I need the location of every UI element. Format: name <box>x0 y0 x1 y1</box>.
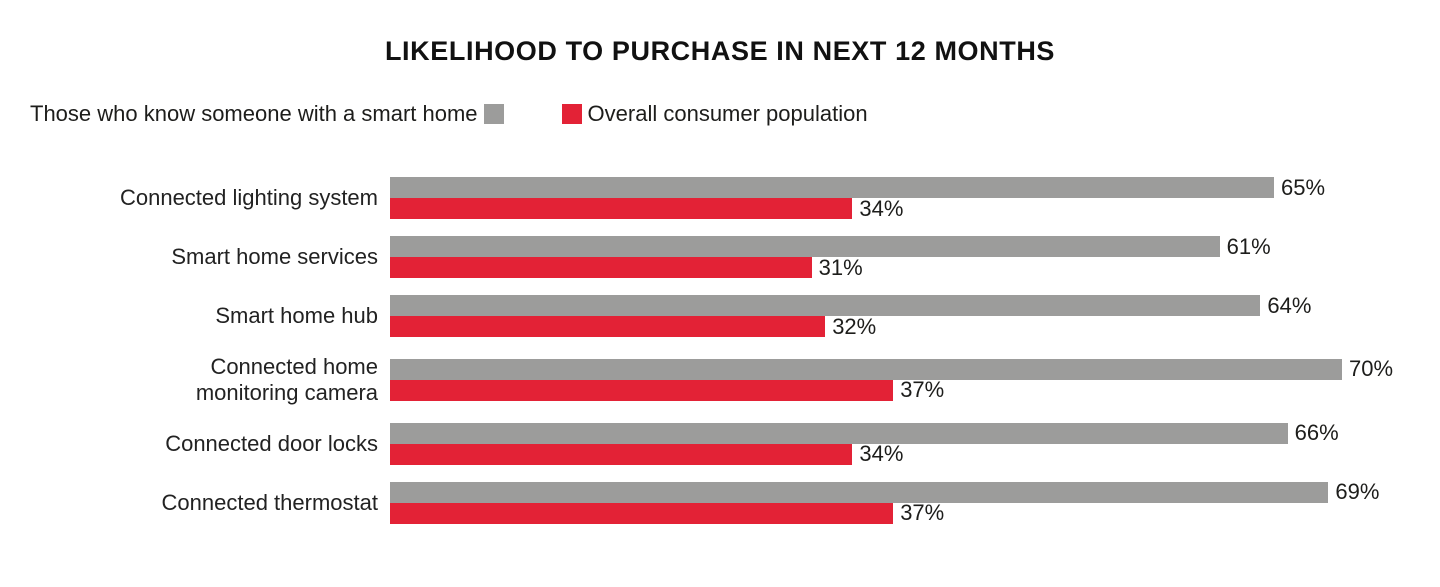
value-label-overall: 34% <box>859 195 904 221</box>
bar-overall <box>390 502 894 524</box>
chart-row: Connected door locks 66% 34% <box>0 420 1440 467</box>
bar-group: 70% 37% <box>390 356 1440 403</box>
legend-label-overall: Overall consumer population <box>587 101 868 126</box>
legend-swatch-gray <box>483 104 504 124</box>
bar-overall <box>390 379 894 401</box>
bar-line-overall: 32% <box>390 313 1440 339</box>
category-label: Connected thermostat <box>161 489 378 515</box>
bar-group: 65% 34% <box>390 174 1440 221</box>
bar-line-overall: 31% <box>390 254 1440 280</box>
bar-group: 69% 37% <box>390 479 1440 526</box>
legend-swatch-red <box>561 104 582 124</box>
bar-line-overall: 37% <box>390 500 1440 526</box>
legend: Those who know someone with a smart home… <box>30 101 1440 127</box>
bar-know-someone <box>390 295 1261 316</box>
bar-line-know-someone: 69% <box>390 479 1440 505</box>
legend-item-overall: Overall consumer population <box>561 101 868 127</box>
chart-title: LIKELIHOOD TO PURCHASE IN NEXT 12 MONTHS <box>384 36 1056 66</box>
bar-know-someone <box>390 358 1342 380</box>
bar-overall <box>390 316 826 337</box>
chart-row: Connected home monitoring camera 70% 37% <box>0 354 1440 406</box>
bar-line-know-someone: 64% <box>390 292 1440 318</box>
value-label-overall: 37% <box>900 377 945 403</box>
bar-overall <box>390 198 853 219</box>
bar-overall <box>390 257 812 278</box>
bar-line-know-someone: 70% <box>390 356 1440 382</box>
value-label-know-someone: 66% <box>1294 420 1339 446</box>
value-label-know-someone: 61% <box>1226 233 1271 259</box>
bar-group: 66% 34% <box>390 420 1440 467</box>
chart-row: Smart home services 61% 31% <box>0 233 1440 280</box>
bar-line-overall: 37% <box>390 377 1440 403</box>
value-label-overall: 31% <box>818 254 863 280</box>
value-label-overall: 37% <box>900 500 945 526</box>
category-label: Smart home hub <box>215 303 378 329</box>
value-label-overall: 34% <box>859 441 904 467</box>
bar-line-know-someone: 65% <box>390 174 1440 200</box>
value-label-know-someone: 64% <box>1267 292 1312 318</box>
category-label: Connected home monitoring camera <box>195 354 378 405</box>
category-label: Connected door locks <box>165 430 378 456</box>
bar-group: 64% 32% <box>390 292 1440 339</box>
value-label-know-someone: 70% <box>1349 356 1394 382</box>
bar-line-overall: 34% <box>390 195 1440 221</box>
value-label-overall: 32% <box>832 313 877 339</box>
chart-rows: Connected lighting system 65% 34% Smart … <box>0 174 1440 526</box>
bar-line-know-someone: 66% <box>390 420 1440 446</box>
bar-know-someone <box>390 422 1288 444</box>
bar-know-someone <box>390 236 1220 257</box>
bar-know-someone <box>390 177 1274 198</box>
category-label: Smart home services <box>171 244 378 270</box>
bar-overall <box>390 443 853 465</box>
legend-label-know-someone: Those who know someone with a smart home <box>30 101 478 126</box>
value-label-know-someone: 69% <box>1335 479 1380 505</box>
category-label: Connected lighting system <box>119 185 378 211</box>
bar-line-know-someone: 61% <box>390 233 1440 259</box>
value-label-know-someone: 65% <box>1281 174 1326 200</box>
legend-item-know-someone: Those who know someone with a smart home <box>30 101 504 127</box>
chart-row: Connected thermostat 69% 37% <box>0 479 1440 526</box>
bar-group: 61% 31% <box>390 233 1440 280</box>
chart-row: Connected lighting system 65% 34% <box>0 174 1440 221</box>
bar-know-someone <box>390 481 1329 503</box>
chart-row: Smart home hub 64% 32% <box>0 292 1440 339</box>
bar-line-overall: 34% <box>390 441 1440 467</box>
